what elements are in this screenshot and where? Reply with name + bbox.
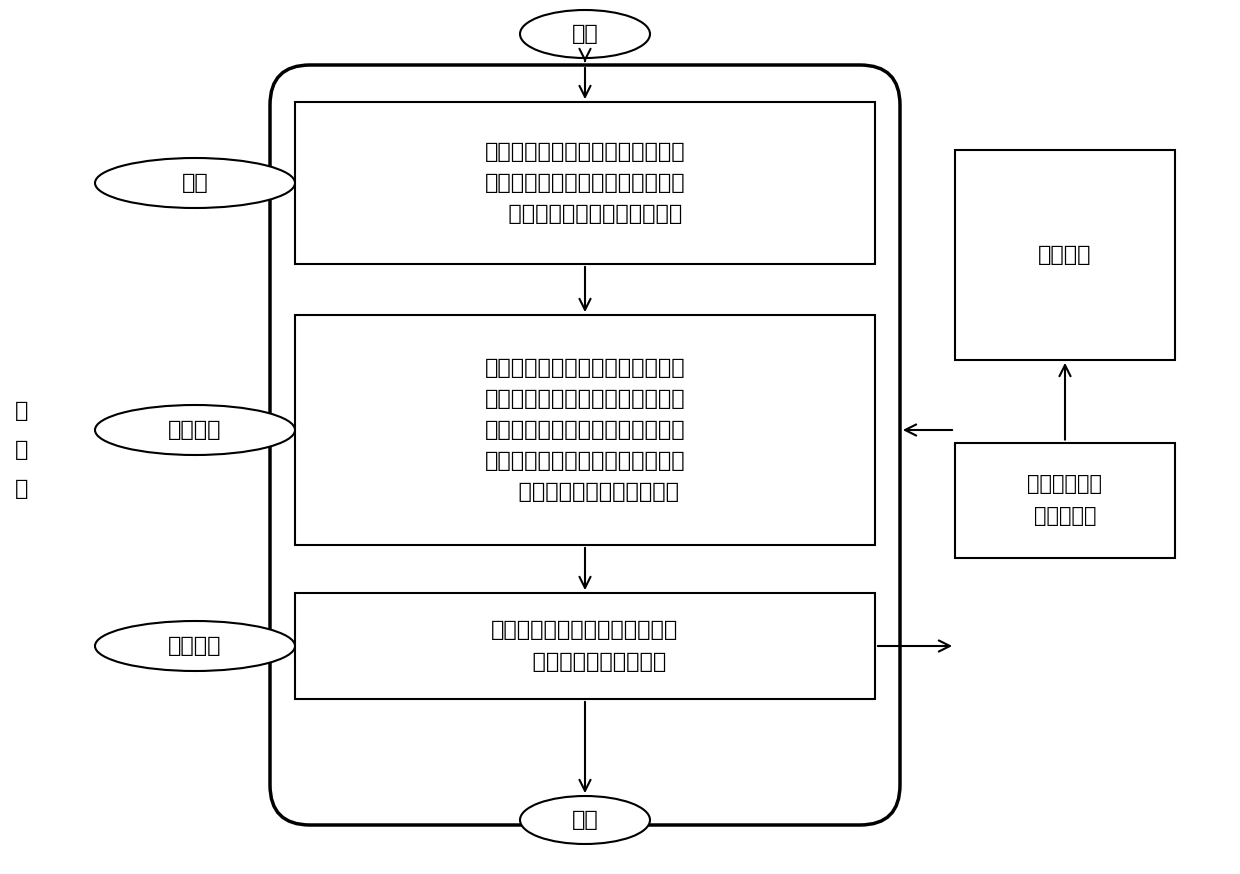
Bar	[955, 150, 1176, 360]
Bar	[295, 315, 875, 545]
Text: 初始化，设置相关参数，包括发动
机燃油消耗、电机效率特性数据、
   外特性数据等，确定约束条件: 初始化，设置相关参数，包括发动 机燃油消耗、电机效率特性数据、 外特性数据等，确…	[485, 142, 686, 225]
Bar	[295, 102, 875, 264]
Text: 结束: 结束	[572, 810, 599, 830]
Text: 开始: 开始	[572, 24, 599, 44]
Text: 等效因子: 等效因子	[169, 636, 222, 656]
Text: 优化的电机、
发动机转矩: 优化的电机、 发动机转矩	[1028, 475, 1102, 525]
Ellipse shape	[95, 405, 295, 455]
Text: 输
入
量: 输 入 量	[15, 401, 29, 499]
Text: 转速: 转速	[181, 173, 208, 193]
Text: 求解最小等效燃油消耗量对应的
    优化发动机、电机转矩: 求解最小等效燃油消耗量对应的 优化发动机、电机转矩	[491, 621, 678, 671]
Bar	[955, 442, 1176, 558]
Bar	[295, 593, 875, 699]
Ellipse shape	[95, 158, 295, 208]
Text: 整车模型: 整车模型	[1038, 245, 1091, 265]
Ellipse shape	[95, 621, 295, 671]
Ellipse shape	[520, 10, 650, 58]
FancyBboxPatch shape	[270, 65, 900, 825]
Text: 需求转矩: 需求转矩	[169, 420, 222, 440]
Text: 可行域内离散发动机转矩，划分网
格，并求解相应的电机转矩，计算
相应的发动机燃油消耗，计算离散
点对应的发动机、电机功率，进而
    获得相应的等效燃油消耗量: 可行域内离散发动机转矩，划分网 格，并求解相应的电机转矩，计算 相应的发动机燃油…	[485, 357, 686, 503]
Ellipse shape	[520, 796, 650, 844]
